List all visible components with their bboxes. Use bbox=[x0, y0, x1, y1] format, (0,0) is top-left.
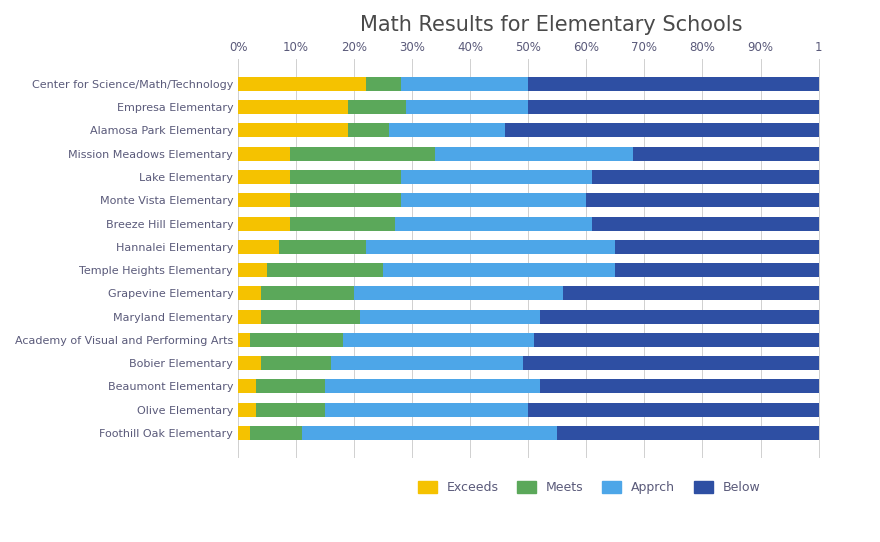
Bar bbox=[366, 77, 400, 91]
Bar bbox=[238, 333, 250, 347]
Bar bbox=[342, 333, 534, 347]
Legend: Exceeds, Meets, Apprch, Below: Exceeds, Meets, Apprch, Below bbox=[413, 476, 766, 499]
Bar bbox=[563, 286, 818, 300]
Bar bbox=[586, 193, 818, 207]
Bar bbox=[557, 426, 818, 440]
Bar bbox=[250, 333, 342, 347]
Bar bbox=[238, 263, 268, 277]
Bar bbox=[592, 170, 818, 184]
Bar bbox=[360, 309, 540, 324]
Bar bbox=[261, 309, 360, 324]
Bar bbox=[279, 240, 366, 254]
Bar bbox=[528, 100, 818, 114]
Bar bbox=[534, 333, 818, 347]
Bar bbox=[261, 356, 331, 370]
Bar bbox=[238, 379, 255, 393]
Bar bbox=[238, 286, 261, 300]
Bar bbox=[238, 147, 290, 161]
Bar bbox=[238, 309, 261, 324]
Bar bbox=[238, 426, 250, 440]
Bar bbox=[261, 286, 355, 300]
Bar bbox=[268, 263, 383, 277]
Bar bbox=[615, 263, 818, 277]
Bar bbox=[255, 403, 326, 417]
Bar bbox=[255, 379, 326, 393]
Bar bbox=[302, 426, 557, 440]
Title: Math Results for Elementary Schools: Math Results for Elementary Schools bbox=[360, 15, 743, 35]
Bar bbox=[290, 147, 436, 161]
Bar bbox=[592, 217, 818, 230]
Bar bbox=[238, 170, 290, 184]
Bar bbox=[250, 426, 302, 440]
Bar bbox=[331, 356, 523, 370]
Bar bbox=[238, 193, 290, 207]
Bar bbox=[540, 309, 818, 324]
Bar bbox=[238, 240, 279, 254]
Bar bbox=[505, 124, 818, 138]
Bar bbox=[528, 77, 818, 91]
Bar bbox=[540, 379, 818, 393]
Bar bbox=[348, 124, 389, 138]
Bar bbox=[238, 124, 348, 138]
Bar bbox=[326, 403, 528, 417]
Bar bbox=[238, 77, 366, 91]
Bar bbox=[238, 356, 261, 370]
Bar bbox=[400, 193, 586, 207]
Bar bbox=[238, 100, 348, 114]
Bar bbox=[633, 147, 818, 161]
Bar bbox=[290, 193, 400, 207]
Bar bbox=[400, 77, 528, 91]
Bar bbox=[407, 100, 528, 114]
Bar bbox=[383, 263, 615, 277]
Bar bbox=[436, 147, 633, 161]
Bar bbox=[366, 240, 615, 254]
Bar bbox=[355, 286, 563, 300]
Bar bbox=[290, 170, 400, 184]
Bar bbox=[238, 403, 255, 417]
Bar bbox=[238, 217, 290, 230]
Bar bbox=[290, 217, 395, 230]
Bar bbox=[615, 240, 818, 254]
Bar bbox=[528, 403, 818, 417]
Bar bbox=[326, 379, 540, 393]
Bar bbox=[523, 356, 818, 370]
Bar bbox=[395, 217, 592, 230]
Bar bbox=[400, 170, 592, 184]
Bar bbox=[389, 124, 505, 138]
Bar bbox=[348, 100, 407, 114]
